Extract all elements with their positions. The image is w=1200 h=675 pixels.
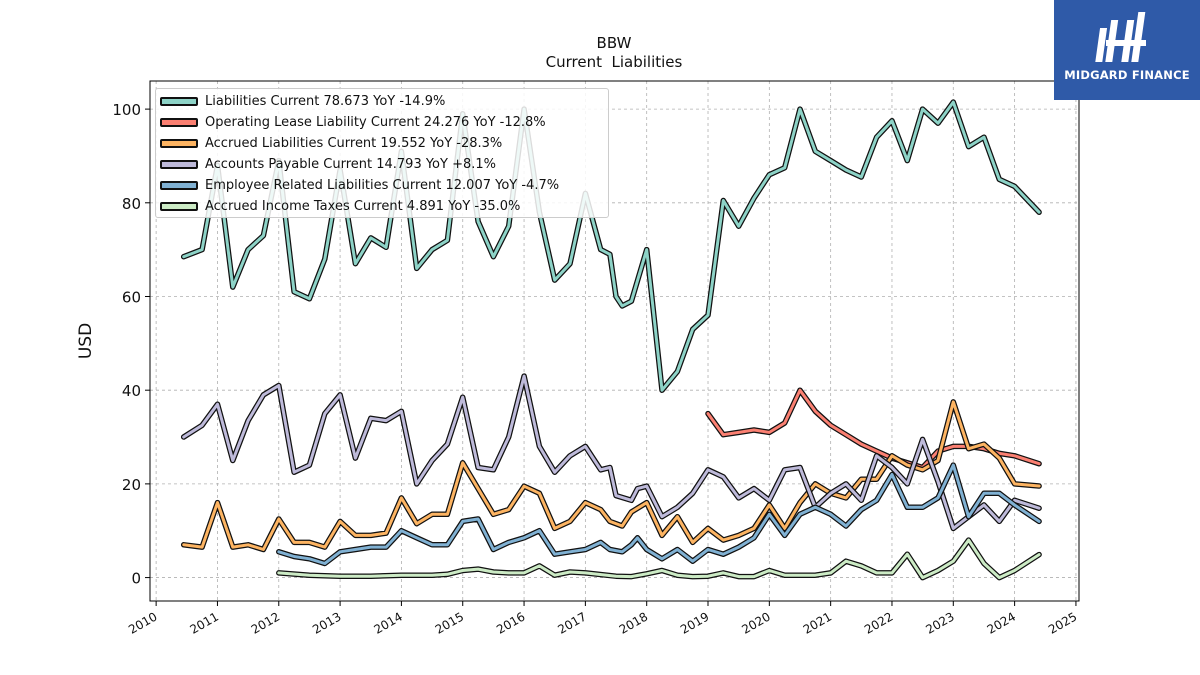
legend-label: Employee Related Liabilities Current 12.… xyxy=(205,177,560,193)
x-tick-label: 2020 xyxy=(739,609,772,636)
chart-subtitle: Current Liabilities xyxy=(546,53,683,71)
legend-label: Operating Lease Liability Current 24.276… xyxy=(205,114,546,130)
y-tick-label: 0 xyxy=(131,570,141,588)
x-tick-label: 2022 xyxy=(862,609,895,636)
x-tick-label: 2018 xyxy=(617,609,650,636)
y-tick-label: 100 xyxy=(112,101,141,119)
plot-frame xyxy=(149,80,1080,602)
legend-swatch xyxy=(160,180,198,190)
legend-label: Liabilities Current 78.673 YoY -14.9% xyxy=(205,93,446,109)
x-tick-label: 2021 xyxy=(801,609,834,636)
logo-mark-icon xyxy=(1095,12,1146,62)
x-tick-label: 2011 xyxy=(187,609,220,636)
x-tick-label: 2023 xyxy=(923,609,956,636)
series-outline xyxy=(705,387,1042,471)
series-line xyxy=(182,374,1041,530)
y-tick-label: 60 xyxy=(122,288,141,306)
x-tick-label: 2013 xyxy=(310,609,343,636)
x-tick-label: 2010 xyxy=(126,609,159,636)
legend-item: Operating Lease Liability Current 24.276… xyxy=(160,113,546,131)
x-tick-label: 2019 xyxy=(678,609,711,636)
y-tick-label: 20 xyxy=(122,476,141,494)
legend-swatch xyxy=(160,117,198,127)
legend-item: Employee Related Liabilities Current 12.… xyxy=(160,176,559,194)
legend-label: Accounts Payable Current 14.793 YoY +8.1… xyxy=(205,156,497,172)
y-axis-label: USD xyxy=(76,323,96,359)
x-tick-label: 2014 xyxy=(371,609,404,636)
y-tick-label: 80 xyxy=(122,195,141,213)
legend-item: Accrued Income Taxes Current 4.891 YoY -… xyxy=(160,197,520,215)
legend-swatch xyxy=(160,138,198,148)
legend-item: Liabilities Current 78.673 YoY -14.9% xyxy=(160,92,445,110)
y-tick-label: 40 xyxy=(122,382,141,400)
x-tick-label: 2012 xyxy=(249,609,282,636)
x-tick-label: 2024 xyxy=(985,609,1018,636)
legend: Liabilities Current 78.673 YoY -14.9% Op… xyxy=(155,88,609,218)
legend-swatch xyxy=(160,159,198,169)
legend-label: Accrued Liabilities Current 19.552 YoY -… xyxy=(205,135,503,151)
legend-item: Accrued Liabilities Current 19.552 YoY -… xyxy=(160,134,502,152)
legend-swatch xyxy=(160,201,198,211)
x-tick-label: 2015 xyxy=(433,609,466,636)
x-tick-label: 2016 xyxy=(494,609,527,636)
chart-title: BBW xyxy=(597,34,632,52)
brand-logo: MIDGARD FINANCE xyxy=(1054,0,1200,100)
x-tick-label: 2025 xyxy=(1046,609,1079,636)
x-tick-label: 2017 xyxy=(555,609,588,636)
series-line xyxy=(277,538,1041,580)
legend-swatch xyxy=(160,96,198,106)
legend-label: Accrued Income Taxes Current 4.891 YoY -… xyxy=(205,198,521,214)
legend-item: Accounts Payable Current 14.793 YoY +8.1… xyxy=(160,155,496,173)
brand-name: MIDGARD FINANCE xyxy=(1064,68,1190,82)
series-line xyxy=(277,463,1041,565)
